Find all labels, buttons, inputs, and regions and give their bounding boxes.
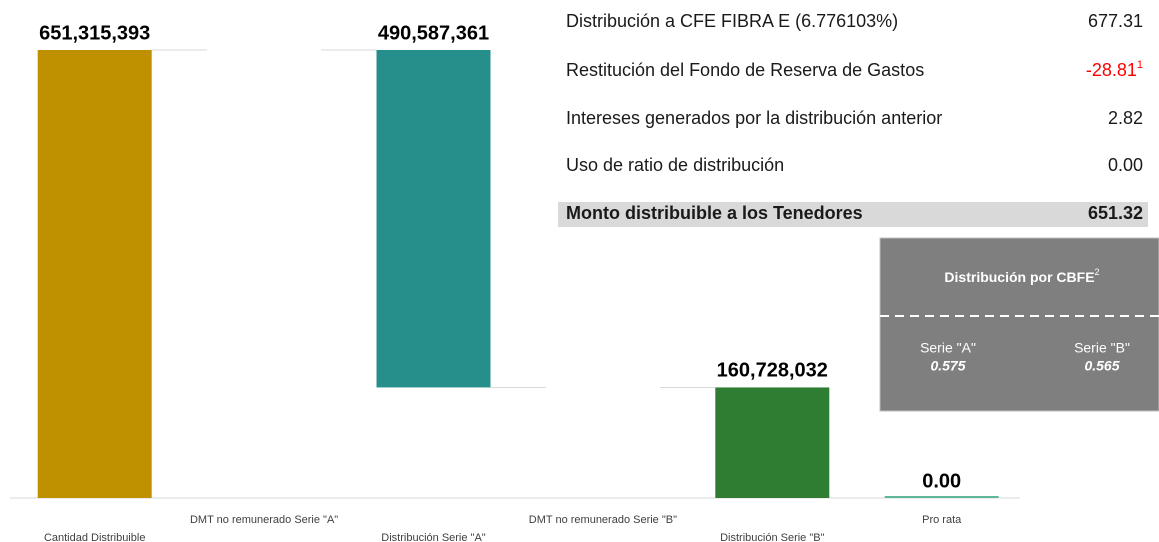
- value-label: 160,728,032: [717, 360, 828, 382]
- box-title: Distribución por CBFE2: [944, 267, 1099, 284]
- box-background: [879, 237, 1159, 412]
- x-tick-label: Distribución Serie "B": [720, 532, 824, 542]
- bar: [376, 50, 491, 388]
- row-value: 0.00: [1108, 155, 1143, 175]
- x-tick-label: Distribución Serie "A": [381, 532, 485, 542]
- row-label: Distribución a CFE FIBRA E (6.776103%): [566, 11, 898, 31]
- footnote-mark: 2: [1095, 267, 1100, 277]
- value-label: 490,587,361: [378, 22, 489, 44]
- x-tick-label: DMT no remunerado Serie "B": [529, 514, 677, 526]
- cbfe-box: Distribución por CBFE2 Serie "A" 0.575 S…: [879, 237, 1159, 412]
- bar: [884, 496, 999, 498]
- row-label: Uso de ratio de distribución: [566, 155, 784, 175]
- x-tick-label: Pro rata: [922, 514, 962, 526]
- x-tick-label: DMT no remunerado Serie "A": [190, 514, 338, 526]
- row-label: Intereses generados por la distribución …: [566, 108, 942, 128]
- row-value: 677.31: [1088, 11, 1143, 31]
- value-label: 651,315,393: [39, 22, 150, 44]
- row-label: Restitución del Fondo de Reserva de Gast…: [566, 60, 924, 80]
- series-value: 0.565: [1084, 358, 1119, 374]
- series-value: 0.575: [930, 358, 965, 374]
- row-value: -28.811: [1086, 59, 1143, 80]
- total-row-background: [558, 202, 1148, 227]
- summary-table: Distribución a CFE FIBRA E (6.776103%) 6…: [558, 11, 1148, 227]
- value-label: 0.00: [922, 470, 961, 492]
- bar: [715, 387, 830, 498]
- row-value: 651.32: [1088, 203, 1143, 223]
- row-value: 2.82: [1108, 108, 1143, 128]
- series-label: Serie "A": [920, 340, 976, 356]
- waterfall-chart: 651,315,393 Cantidad Distribuible DMT no r…: [37, 22, 999, 542]
- footnote-mark: 1: [1137, 59, 1143, 71]
- bar: [37, 50, 152, 498]
- row-label: Monto distribuible a los Tenedores: [566, 203, 863, 223]
- series-label: Serie "B": [1074, 340, 1130, 356]
- row-value-number: -28.81: [1086, 60, 1137, 80]
- box-title-text: Distribución por CBFE: [944, 269, 1094, 285]
- x-tick-label: Cantidad Distribuible: [44, 532, 146, 542]
